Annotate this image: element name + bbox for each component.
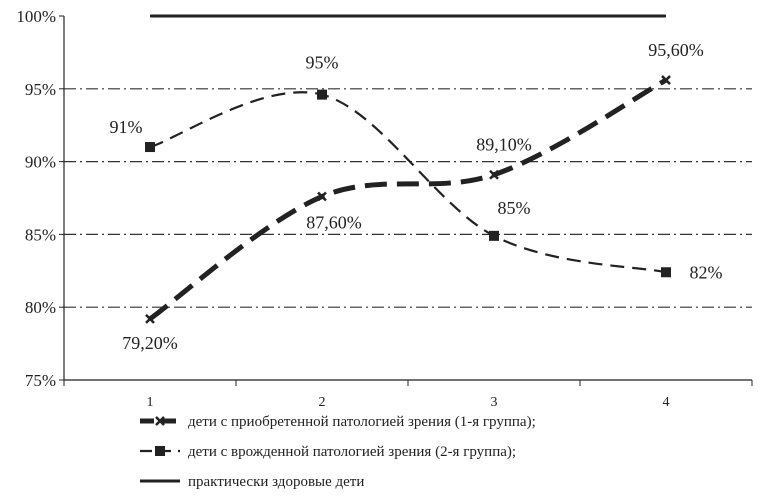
series-2-data-label: 82% <box>690 262 723 282</box>
series-2-line <box>149 91 667 274</box>
series-1-legend-label: дети с приобретенной патологией зрения (… <box>188 414 536 430</box>
y-tick-label: 95% <box>25 80 56 99</box>
y-tick-label: 75% <box>25 371 56 390</box>
series-1-point <box>145 313 155 324</box>
series-3-legend-label: практически здоровые дети <box>188 474 364 490</box>
series-1-data-label: 89,10% <box>476 135 532 155</box>
y-tick-label: 100% <box>16 7 56 26</box>
y-tick-label: 85% <box>25 225 56 244</box>
series-1-line <box>148 77 668 321</box>
series-2-legend-marker <box>155 446 165 456</box>
series-1-point <box>317 191 327 202</box>
legend: дети с приобретенной патологией зрения (… <box>140 414 536 490</box>
series-2-point <box>489 230 499 241</box>
series-1-legend-marker <box>155 416 165 426</box>
y-tick-label: 90% <box>25 153 56 172</box>
series-2-legend-label: дети с врожденной патологией зрения (2-я… <box>188 444 516 460</box>
x-tick-label: 1 <box>147 395 154 410</box>
series-2-point <box>317 89 327 100</box>
series-1-data-label: 79,20% <box>122 333 178 353</box>
x-tick-label: 3 <box>491 395 498 410</box>
series-2-point <box>661 267 671 278</box>
series-1-point <box>661 75 671 85</box>
x-tick-label: 4 <box>663 395 670 410</box>
series-2-data-label: 85% <box>498 198 531 218</box>
series-1-data-label: 95,60% <box>648 40 704 60</box>
y-tick-label: 80% <box>25 298 56 317</box>
series-1-point <box>489 169 499 180</box>
series-1-data-label: 87,60% <box>306 213 362 233</box>
x-tick-label: 2 <box>319 395 326 410</box>
series-2-data-label: 95% <box>306 53 339 73</box>
series-2-point <box>145 142 155 153</box>
series-2-data-label: 91% <box>110 117 143 137</box>
plot-area: 75% 80% 85% 90% 95% 100% 1 2 3 4 79,20% 87,60% 89,10… <box>16 7 753 410</box>
